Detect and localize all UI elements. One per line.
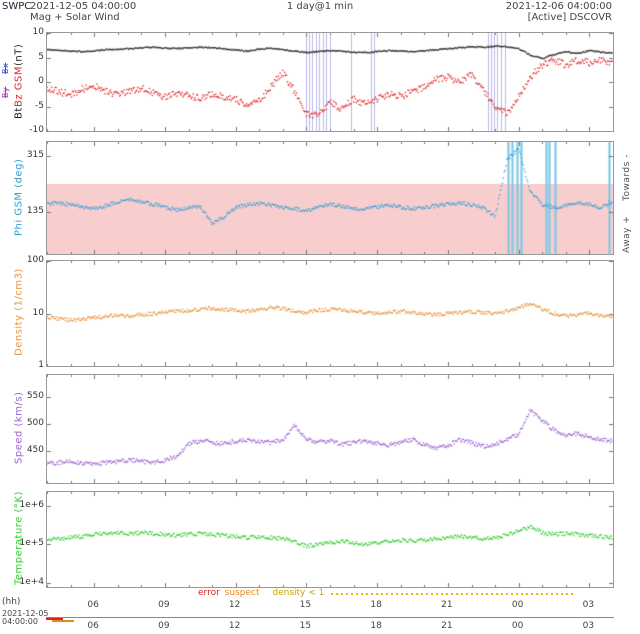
quality-flag-mark xyxy=(46,618,63,620)
plot-resolution: 1 day@1 min xyxy=(286,1,354,12)
x-tick-label: 09 xyxy=(158,621,170,631)
imf-panel-canvas xyxy=(46,32,614,132)
temperature-panel-canvas xyxy=(46,491,614,588)
density-lt1-flag-dots xyxy=(331,593,575,595)
x-tick-label: 03 xyxy=(582,600,595,610)
y-tick-label: -5 xyxy=(35,100,44,111)
away-sector-label: Away + xyxy=(622,215,632,253)
hours-unit-label: (hh) xyxy=(2,597,21,607)
x-tick-label: 06 xyxy=(87,600,99,610)
y-tick-label: 10 xyxy=(32,307,44,318)
next-day-strip-axis xyxy=(46,617,614,618)
y-tick-label: 450 xyxy=(26,444,44,455)
x-tick-label: 21 xyxy=(441,621,453,631)
speed-panel-canvas xyxy=(46,374,614,484)
y-tick-label: -10 xyxy=(29,125,44,135)
y-tick-label: 315 xyxy=(26,150,44,160)
y-tick-label: 500 xyxy=(26,417,44,428)
plot-start-time: 2021-12-05 04:00:00 xyxy=(30,1,137,12)
x-tick-label: 09 xyxy=(158,600,170,610)
y-tick-label: 1e+6 xyxy=(19,499,44,510)
y-tick-label: 1e+4 xyxy=(19,577,44,588)
y-tick-label: 0 xyxy=(38,76,44,86)
x-tick-label: 03 xyxy=(582,621,595,631)
legend-suspect-label: suspect xyxy=(224,588,260,598)
y-tick-label: 5 xyxy=(38,51,44,62)
x-tick-label: 15 xyxy=(299,621,312,631)
app-title: SWPC xyxy=(2,1,32,12)
x-tick-label: 06 xyxy=(87,621,99,631)
x-tick-label: 18 xyxy=(370,621,382,631)
density-panel-canvas xyxy=(46,260,614,367)
y-tick-label: 135 xyxy=(26,206,44,216)
axis-start-clock: 04:00:00 xyxy=(2,617,38,626)
y-tick-label: 1e+5 xyxy=(19,538,44,549)
y-tick-label: 1 xyxy=(38,360,44,370)
x-tick-label: 18 xyxy=(370,600,382,610)
y-tick-label: 10 xyxy=(32,27,44,37)
x-tick-label: 00 xyxy=(511,600,524,610)
data-source-label: [Active] DSCOVR xyxy=(527,12,612,23)
legend-density-lt1-label: density < 1 xyxy=(272,588,325,598)
plot-subtitle: Mag + Solar Wind xyxy=(30,12,120,23)
y-tick-label: 100 xyxy=(26,255,44,265)
x-tick-label: 12 xyxy=(228,600,241,610)
quality-flag-mark xyxy=(51,620,75,622)
plot-end-time: 2021-12-06 04:00:00 xyxy=(505,1,612,12)
towards-sector-label: Towards - xyxy=(622,154,632,202)
phi-panel-canvas xyxy=(46,141,614,255)
x-tick-label: 21 xyxy=(441,600,453,610)
x-tick-label: 00 xyxy=(511,621,524,631)
x-tick-label: 12 xyxy=(228,621,241,631)
axis-start-date: 2021-12-05 xyxy=(2,609,49,618)
y-tick-label: 550 xyxy=(26,390,44,401)
quality-legend: error suspect density < 1 xyxy=(198,588,324,598)
legend-error-label: error xyxy=(198,588,220,598)
x-tick-label: 15 xyxy=(299,600,312,610)
